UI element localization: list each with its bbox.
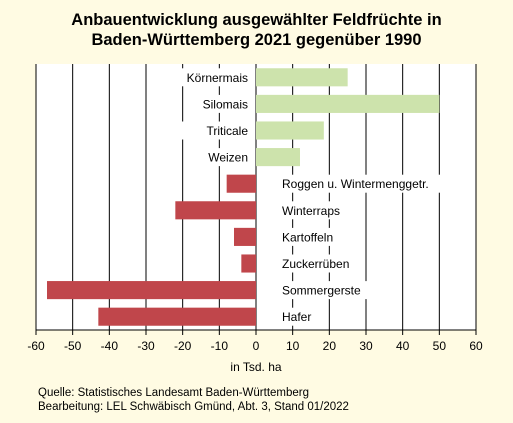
category-label: Roggen u. Wintermenggetr. xyxy=(282,177,429,191)
category-label: Zuckerrüben xyxy=(282,257,349,271)
bar xyxy=(226,174,256,193)
footer-source: Quelle: Statistisches Landesamt Baden-Wü… xyxy=(38,387,310,399)
x-tick-label: 30 xyxy=(359,339,373,353)
x-axis-ticks: -60 -50 -40 -30 -20 -10 0 10 20 30 40 50 60 xyxy=(27,330,483,353)
x-tick-label: 20 xyxy=(323,339,337,353)
category-label: Kartoffeln xyxy=(282,230,333,244)
x-tick-label: 60 xyxy=(469,339,483,353)
x-tick-label: 40 xyxy=(396,339,410,353)
bar xyxy=(256,121,324,140)
x-tick-label: 50 xyxy=(433,339,447,353)
category-label: Körnermais xyxy=(187,71,248,85)
x-tick-label: -60 xyxy=(27,339,45,353)
x-tick-label: -40 xyxy=(101,339,119,353)
x-tick-label: -20 xyxy=(174,339,192,353)
category-label-box xyxy=(278,281,373,300)
category-label-box xyxy=(278,227,358,246)
bars xyxy=(47,68,440,326)
chart-title: Anbauentwicklung ausgewählter Feldfrücht… xyxy=(0,10,513,50)
chart-title-line-2: Baden-Württemberg 2021 gegenüber 1990 xyxy=(91,31,422,49)
category-label-box xyxy=(184,94,250,113)
x-tick-label: -30 xyxy=(137,339,155,353)
category-labels: Körnermais Silomais Triticale Weizen Roggen … xyxy=(170,68,466,326)
category-label: Triticale xyxy=(206,124,248,138)
category-label-box xyxy=(177,121,250,140)
category-label-box xyxy=(278,254,366,273)
footer-edit: Bearbeitung: LEL Schwäbisch Gmünd, Abt. … xyxy=(38,401,349,413)
category-label: Winterraps xyxy=(282,204,340,218)
category-label-box xyxy=(198,148,250,167)
x-tick-label: -10 xyxy=(211,339,229,353)
category-label-box xyxy=(278,174,466,193)
bar xyxy=(47,281,256,300)
category-label-box xyxy=(278,307,322,326)
x-tick-label: 10 xyxy=(286,339,300,353)
bar xyxy=(234,227,256,246)
category-label: Weizen xyxy=(208,151,248,165)
category-label-box xyxy=(278,201,358,220)
bar xyxy=(98,307,256,326)
footer: Quelle: Statistisches Landesamt Baden-Wü… xyxy=(38,386,349,414)
x-tick-label: 0 xyxy=(253,339,260,353)
category-label: Sommergerste xyxy=(282,284,361,298)
category-label: Hafer xyxy=(282,310,311,324)
category-label: Silomais xyxy=(203,97,248,111)
bar xyxy=(256,68,348,87)
chart-title-line-1: Anbauentwicklung ausgewählter Feldfrücht… xyxy=(71,11,442,29)
bar xyxy=(256,94,440,113)
bar xyxy=(241,254,256,273)
bar xyxy=(175,201,256,220)
x-tick-label: -50 xyxy=(64,339,82,353)
x-axis-label: in Tsd. ha xyxy=(230,360,281,374)
category-label-box xyxy=(170,68,250,87)
bar xyxy=(256,148,300,167)
